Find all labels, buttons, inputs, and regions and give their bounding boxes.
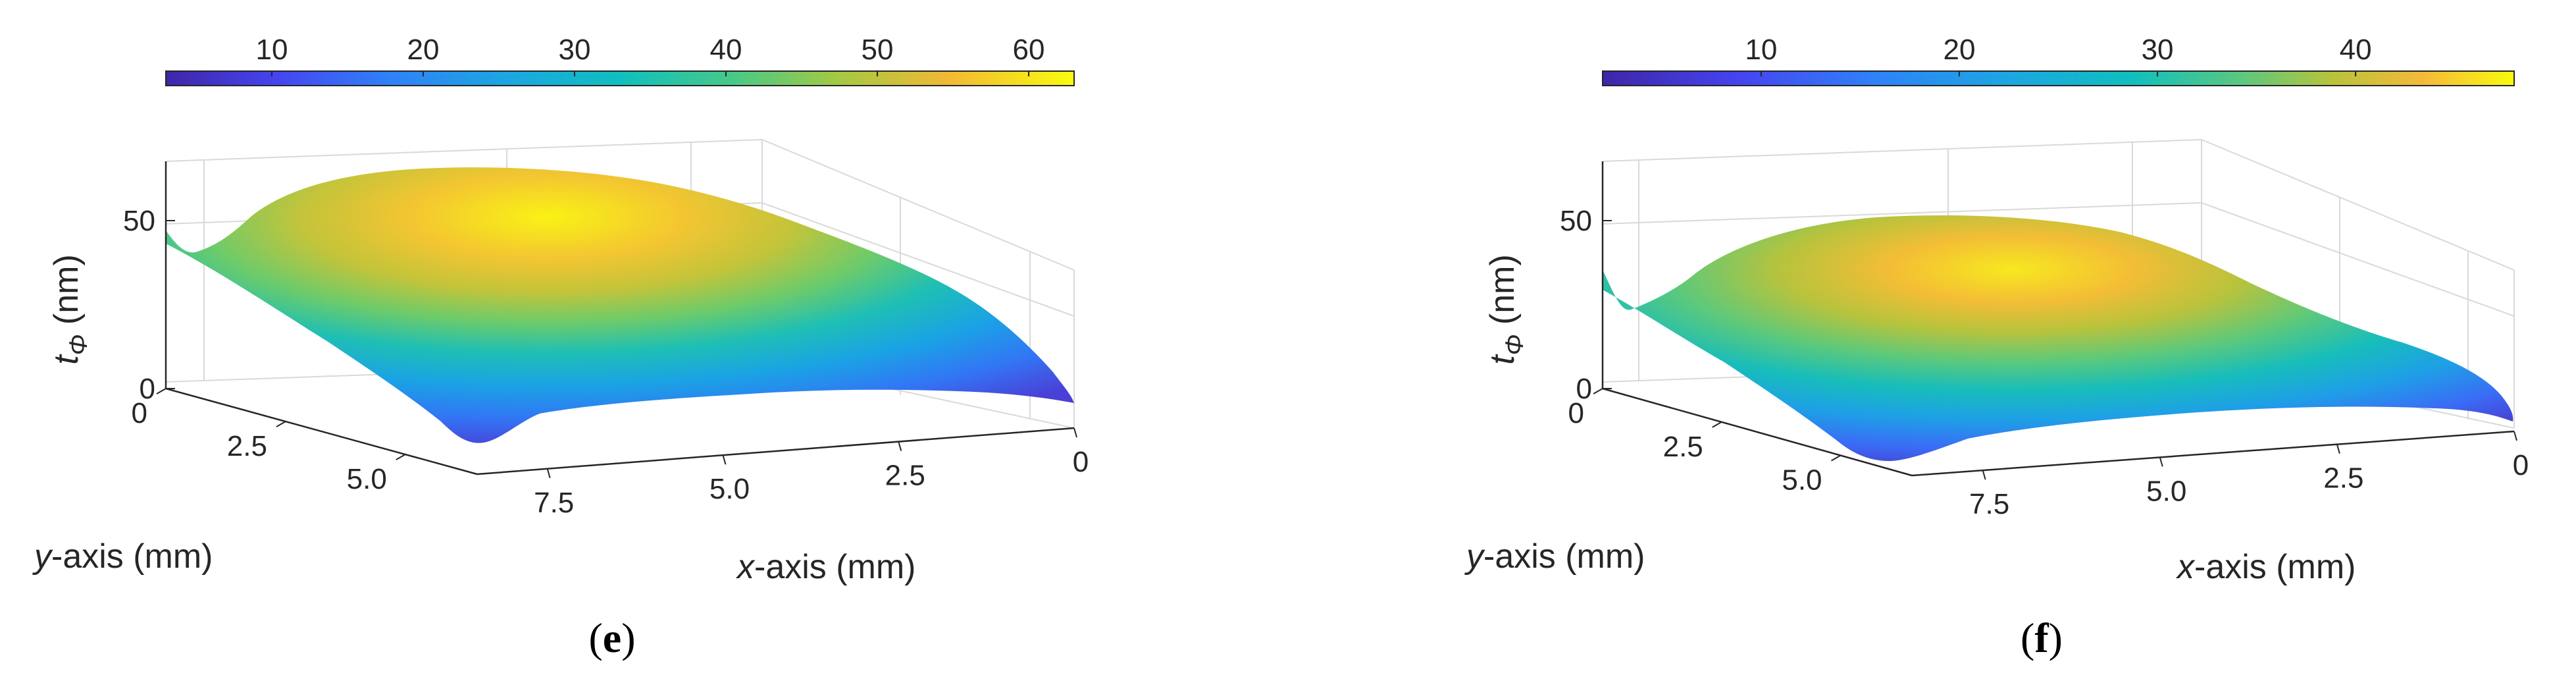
x-axis-label-e: x-axis (mm)	[735, 548, 916, 586]
colorbar-tick-label: 10	[256, 34, 288, 66]
colorbar-tick-label: 40	[710, 34, 742, 66]
y-tick-mark	[276, 421, 286, 427]
x-tick-label: 7.5	[534, 487, 574, 519]
x-tick-label: 5.0	[2146, 475, 2186, 507]
colorbar-tick-label: 40	[2340, 34, 2372, 66]
x-tick-label: 7.5	[1969, 488, 2009, 520]
x-tick-label: 0	[1073, 446, 1089, 478]
panel-f: 10 20 30 40 0 50 0 2.5 5.0 0 2.5 5.0 7.5 tΦ (nm)	[1464, 34, 2529, 661]
y-axis-label-e: y-axis (mm)	[32, 537, 213, 576]
colorbar-e: 10 20 30 40 50 60	[165, 34, 1075, 86]
x-tick-label: 2.5	[885, 460, 925, 492]
colorbar-tick-label: 30	[559, 34, 591, 66]
colorbar-tick-label: 20	[407, 34, 440, 66]
z-tick-label: 50	[1560, 205, 1592, 237]
z-axis-label-e: tΦ (nm)	[47, 254, 93, 365]
colorbar-tick-label: 30	[2142, 34, 2174, 66]
surface-e	[166, 167, 1074, 443]
x-tick-label: 0	[2513, 449, 2529, 481]
colorbar-tick-label: 10	[1745, 34, 1777, 66]
x-tick-mark	[1982, 470, 1986, 480]
colorbar-f-ticks: 10 20 30 40	[1745, 34, 2372, 76]
colorbar-tick-label: 50	[862, 34, 894, 66]
z-tick-label: 0	[140, 373, 155, 405]
y-tick-label: 5.0	[1782, 464, 1822, 497]
x-tick-mark	[2336, 444, 2340, 454]
colorbar-e-ticks: 10 20 30 40 50 60	[256, 34, 1045, 76]
y-tick-mark	[1593, 388, 1603, 394]
y-tick-mark	[1712, 421, 1722, 428]
y-tick-mark	[396, 454, 406, 460]
colorbar-f: 10 20 30 40	[1602, 34, 2515, 86]
x-tick-mark	[1073, 427, 1077, 438]
y-tick-label: 0	[132, 397, 147, 429]
colorbar-tick-label: 60	[1013, 34, 1045, 66]
y-axis-label-f: y-axis (mm)	[1464, 537, 1645, 576]
y-tick-mark	[1831, 454, 1842, 462]
colorbar-e-bar	[165, 70, 1075, 86]
x-axis-label-f: x-axis (mm)	[2175, 548, 2356, 586]
y-tick-label: 2.5	[227, 430, 267, 462]
y-tick-label: 0	[1568, 397, 1584, 429]
x-tick-mark	[722, 454, 727, 465]
panel-caption-e: (e)	[588, 614, 635, 661]
y-tick-label: 5.0	[347, 463, 387, 495]
x-tick-mark	[546, 468, 551, 479]
x-tick-label: 5.0	[709, 473, 750, 505]
x-tick-mark	[2513, 431, 2517, 441]
panel-caption-f: (f)	[2021, 614, 2063, 661]
x-tick-label: 2.5	[2323, 462, 2363, 495]
colorbar-f-bar	[1602, 70, 2515, 86]
x-tick-mark	[2159, 457, 2163, 467]
z-axis-label-f: tΦ (nm)	[1483, 254, 1529, 365]
ticks-e: 0 50 0 2.5 5.0 0 2.5 5.0 7.5	[123, 205, 1089, 519]
colorbar-tick-label: 20	[1943, 34, 1975, 66]
y-tick-label: 2.5	[1663, 431, 1703, 463]
z-tick-label: 0	[1576, 373, 1592, 405]
surface-f	[1603, 215, 2513, 461]
ticks-f: 0 50 0 2.5 5.0 0 2.5 5.0 7.5	[1560, 205, 2529, 520]
y-tick-mark	[156, 388, 167, 394]
z-tick-label: 50	[123, 205, 155, 237]
panel-e: 10 20 30 40 50 60 0	[32, 34, 1089, 661]
axes-front-e	[165, 161, 1075, 475]
axes-front-f	[1601, 161, 2515, 477]
x-tick-mark	[898, 441, 902, 451]
